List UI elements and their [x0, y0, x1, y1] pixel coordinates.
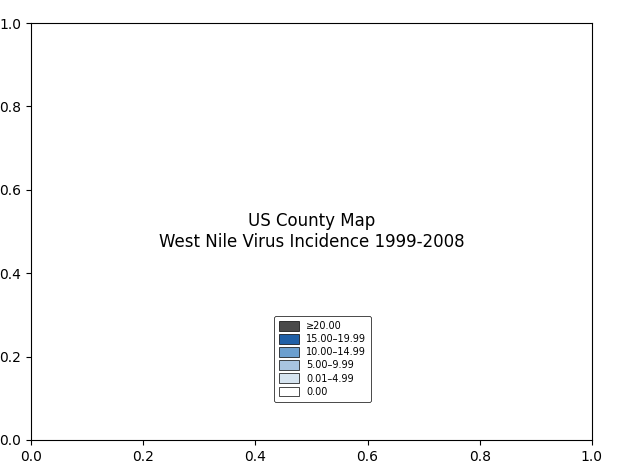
Legend: ≥20.00, 15.00–19.99, 10.00–14.99, 5.00–9.99, 0.01–4.99, 0.00: ≥20.00, 15.00–19.99, 10.00–14.99, 5.00–9…	[274, 316, 371, 402]
Text: US County Map
West Nile Virus Incidence 1999-2008: US County Map West Nile Virus Incidence …	[159, 212, 464, 251]
